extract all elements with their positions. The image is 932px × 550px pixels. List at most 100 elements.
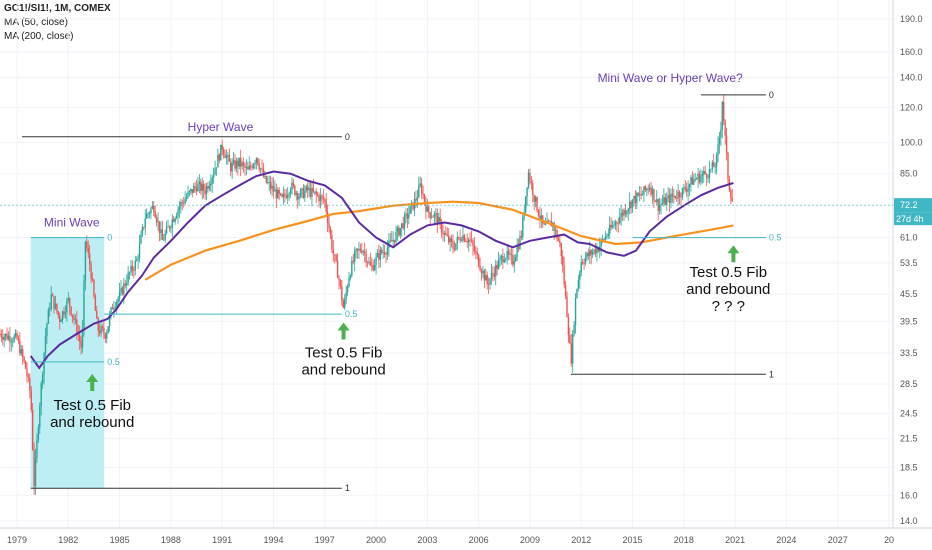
candle-body <box>284 193 286 196</box>
x-tick-label: 2015 <box>623 535 643 545</box>
candle-body <box>298 196 300 200</box>
candle-body <box>175 215 178 219</box>
candle-body <box>557 238 560 241</box>
candle-body <box>586 252 588 258</box>
candle-body <box>516 246 518 257</box>
x-tick-label: 2018 <box>674 535 694 545</box>
candle-body <box>533 195 535 202</box>
candle-body <box>41 374 44 384</box>
candle-body <box>593 249 595 252</box>
candle-body <box>366 262 369 264</box>
x-tick-label: 2012 <box>571 535 591 545</box>
candle-body <box>596 248 598 254</box>
candle-body <box>254 162 256 165</box>
candle-body <box>288 193 290 195</box>
candle-body <box>289 189 292 194</box>
candle-body <box>362 251 364 253</box>
candle-body <box>462 235 464 241</box>
candles-group <box>0 95 733 495</box>
candle-body <box>321 195 323 197</box>
annotation-test-fib-1-line-1: Test 0.5 Fib <box>53 397 131 414</box>
candle-body <box>114 307 117 308</box>
candle-body <box>332 248 335 255</box>
candle-body <box>492 272 494 274</box>
candle-body <box>325 199 327 212</box>
candle-body <box>294 185 296 195</box>
annotation-test-fib-1-line-2: and rebound <box>50 414 134 431</box>
candle-body <box>232 160 235 164</box>
candle-body <box>544 223 547 225</box>
candle-body <box>422 193 424 195</box>
candle-body <box>681 187 684 198</box>
candle-body <box>308 188 310 191</box>
candle-body <box>379 249 382 260</box>
candle-body <box>120 287 122 292</box>
candle-body <box>4 333 7 337</box>
candle-body <box>339 279 342 287</box>
candle-body <box>677 191 679 199</box>
candle-body <box>133 270 135 272</box>
y-tick-label: 160.0 <box>900 47 923 57</box>
candle-body <box>698 173 701 183</box>
candle-body <box>476 252 478 255</box>
candle-body <box>606 235 608 237</box>
candle-body <box>170 227 172 229</box>
candle-body <box>450 238 453 243</box>
candle-body <box>316 194 319 196</box>
y-tick-label: 21.5 <box>900 433 918 443</box>
candle-body <box>6 333 8 340</box>
candle-body <box>409 206 411 214</box>
candle-body <box>296 193 299 200</box>
candle-body <box>707 177 709 179</box>
candle-body <box>371 265 373 267</box>
x-tick-label: 2021 <box>725 535 745 545</box>
candle-body <box>513 261 515 265</box>
candle-body <box>344 298 346 308</box>
candle-body <box>268 182 270 183</box>
candle-body <box>609 224 611 234</box>
candle-body <box>342 300 344 308</box>
candle-body <box>554 230 557 231</box>
mini-or-hyper-title: Mini Wave or Hyper Wave? <box>598 71 743 85</box>
candle-body <box>393 239 396 243</box>
candle-body <box>705 173 708 178</box>
candle-body <box>688 184 691 188</box>
candle-body <box>207 186 209 189</box>
candle-body <box>542 215 544 224</box>
candle-body <box>14 333 17 337</box>
candle-body <box>187 192 189 198</box>
candle-body <box>574 297 577 325</box>
candle-body <box>147 213 149 215</box>
candle-body <box>204 190 206 195</box>
candle-body <box>227 155 229 156</box>
candle-body <box>398 227 400 236</box>
candle-body <box>71 314 74 317</box>
candle-body <box>671 193 674 197</box>
candle-body <box>238 157 240 167</box>
candle-body <box>493 273 496 277</box>
candle-body <box>415 198 417 201</box>
fib-mini-label-05: 0.5 <box>107 357 120 367</box>
candle-body <box>603 239 605 241</box>
candle-body <box>526 187 528 197</box>
candle-body <box>730 190 732 198</box>
candle-body <box>563 266 565 285</box>
candle-body <box>264 175 266 177</box>
candle-body <box>469 239 471 241</box>
candle-body <box>536 196 538 211</box>
y-tick-label: 39.5 <box>900 316 918 326</box>
candle-body <box>355 248 357 252</box>
candle-body <box>7 335 10 340</box>
candle-body <box>17 338 20 341</box>
candle-body <box>708 169 711 178</box>
candle-body <box>312 187 315 192</box>
candle-body <box>164 233 166 240</box>
candle-body <box>265 175 268 183</box>
candle-body <box>322 196 325 200</box>
annotation-test-fib-2-line-1: Test 0.5 Fib <box>305 344 383 361</box>
candle-body <box>20 349 22 354</box>
candle-body <box>416 197 419 201</box>
candle-body <box>703 171 705 175</box>
candle-body <box>399 227 401 236</box>
